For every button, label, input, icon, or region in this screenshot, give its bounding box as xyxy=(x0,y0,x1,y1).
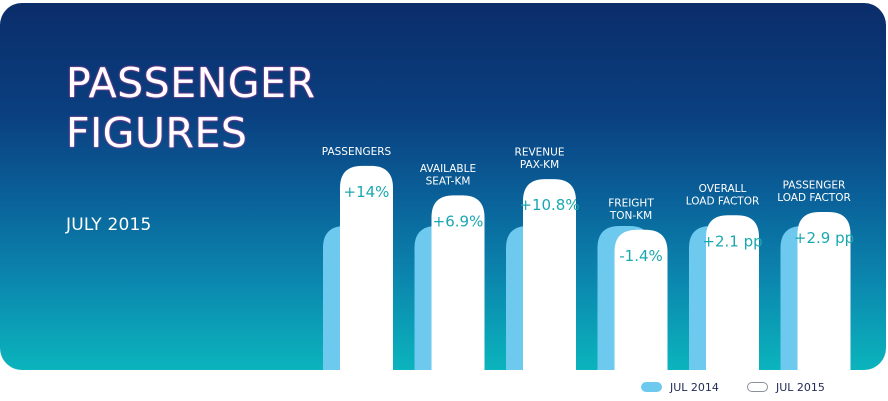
change-label-overall-load-factor: +2.1 pp xyxy=(702,232,762,250)
category-label-passenger-load-factor: PASSENGER LOAD FACTOR xyxy=(777,179,851,204)
change-label-passengers: +14% xyxy=(344,183,390,201)
change-label-revenue-pax-km: +10.8% xyxy=(519,196,579,214)
legend-label-jul-2014: JUL 2014 xyxy=(670,380,719,394)
bar-jul-2015-freight-ton-km xyxy=(614,229,668,370)
legend-swatch-jul-2015 xyxy=(747,382,768,392)
change-label-available-seat-km: +6.9% xyxy=(433,212,484,230)
title-line-1: PASSENGER xyxy=(66,59,316,107)
bar-jul-2015-passengers xyxy=(340,165,393,370)
bar-jul-2015-revenue-pax-km xyxy=(523,179,576,370)
category-label-overall-load-factor: OVERALL LOAD FACTOR xyxy=(686,183,760,208)
category-label-revenue-pax-km: REVENUE PAX-KM xyxy=(515,147,565,172)
change-label-freight-ton-km: -1.4% xyxy=(619,247,663,265)
category-label-passengers: PASSENGERS xyxy=(322,146,392,158)
legend-swatch-jul-2014 xyxy=(641,382,662,392)
category-label-available-seat-km: AVAILABLE SEAT-KM xyxy=(420,163,476,188)
legend-label-jul-2015: JUL 2015 xyxy=(776,380,825,394)
category-label-freight-ton-km: FREIGHT TON-KM xyxy=(608,197,654,222)
page-title: PASSENGER FIGURES xyxy=(66,58,315,158)
legend-item-jul-2014: JUL 2014 xyxy=(641,379,719,395)
bar-jul-2015-available-seat-km xyxy=(431,195,485,370)
bar-jul-2015-passenger-load-factor xyxy=(797,211,851,370)
title-line-2: FIGURES xyxy=(66,109,248,157)
bar-jul-2015-overall-load-factor xyxy=(706,215,759,370)
report-period: JULY 2015 xyxy=(66,215,152,235)
change-label-passenger-load-factor: +2.9 pp xyxy=(794,229,854,247)
legend-item-jul-2015: JUL 2015 xyxy=(747,379,825,395)
